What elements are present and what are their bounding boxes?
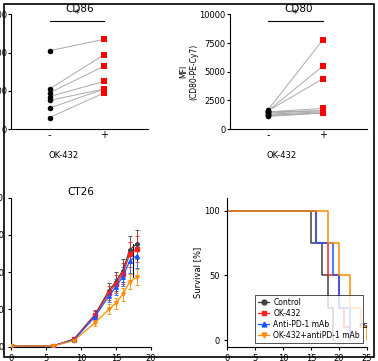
- Title: CD80: CD80: [284, 4, 313, 14]
- Point: [320, 110, 326, 116]
- Point: [46, 86, 53, 92]
- Point: [101, 90, 107, 96]
- Point: [46, 115, 53, 121]
- Point: [320, 37, 326, 43]
- Point: [101, 86, 107, 92]
- Point: [320, 109, 326, 115]
- Text: *: *: [293, 9, 298, 19]
- Point: [320, 108, 326, 114]
- Point: [265, 111, 271, 117]
- Point: [265, 108, 271, 114]
- Point: [265, 114, 271, 119]
- Text: OK-432: OK-432: [267, 151, 297, 160]
- Point: [265, 109, 271, 115]
- Point: [320, 105, 326, 111]
- Point: [320, 76, 326, 82]
- Point: [46, 48, 53, 54]
- Point: [101, 52, 107, 57]
- Text: OK-432: OK-432: [48, 151, 78, 160]
- Point: [265, 109, 271, 115]
- Point: [46, 105, 53, 111]
- Point: [101, 86, 107, 92]
- Point: [265, 110, 271, 116]
- Point: [320, 110, 326, 116]
- Point: [265, 106, 271, 112]
- Point: [46, 94, 53, 100]
- Legend: Control, OK-432, Anti-PD-1 mAb, OK-432+antiPD-1 mAb: Control, OK-432, Anti-PD-1 mAb, OK-432+a…: [255, 295, 363, 343]
- Point: [101, 63, 107, 69]
- Title: CD86: CD86: [65, 4, 94, 14]
- Point: [265, 112, 271, 118]
- Point: [101, 36, 107, 42]
- Title: CT26: CT26: [68, 187, 94, 197]
- Point: [46, 90, 53, 96]
- Y-axis label: Survival [%]: Survival [%]: [194, 247, 203, 298]
- Point: [101, 78, 107, 84]
- Text: *: *: [74, 9, 79, 19]
- Point: [320, 110, 326, 116]
- Point: [46, 97, 53, 103]
- Point: [320, 63, 326, 69]
- Point: [265, 108, 271, 114]
- Text: ns: ns: [358, 321, 368, 330]
- Point: [320, 108, 326, 114]
- Text: *: *: [135, 256, 139, 266]
- Y-axis label: MFI
(CD80-PE-Cy7): MFI (CD80-PE-Cy7): [179, 44, 198, 100]
- Point: [265, 112, 271, 118]
